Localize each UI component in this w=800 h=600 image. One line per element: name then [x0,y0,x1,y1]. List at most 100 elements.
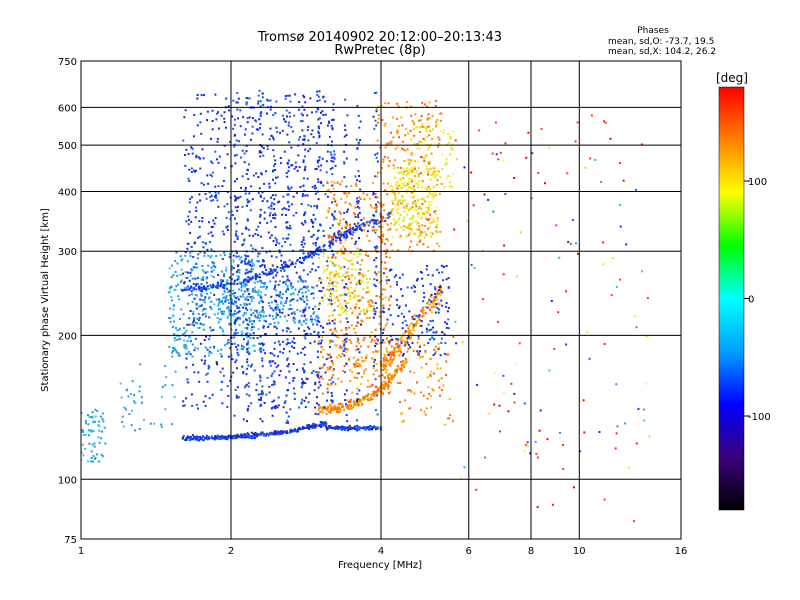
echo-point [270,295,273,298]
echo-point [199,121,202,124]
echo-point [379,386,382,389]
echo-point [402,206,405,209]
echo-point [333,199,336,201]
echo-point [296,293,299,296]
echo-point [294,266,296,268]
echo-point [283,401,286,404]
echo-point [343,161,346,164]
echo-point [273,287,276,290]
echo-point [327,357,330,360]
echo-point [350,237,353,240]
echo-point [340,405,343,408]
echo-point [248,320,251,323]
echo-point [331,331,334,334]
echo-point [309,342,312,345]
echo-point [275,431,278,434]
echo-point [288,188,291,191]
echo-point [171,264,173,267]
echo-point [141,401,143,404]
echo-point [428,329,431,332]
echo-point [372,218,375,221]
echo-point [365,317,368,319]
echo-point [323,405,326,408]
echo-point [195,210,198,212]
echo-point [312,233,315,236]
echo-point [191,434,194,437]
echo-point [354,307,357,310]
echo-point [217,111,219,114]
echo-point [251,319,254,322]
echo-point [233,296,236,299]
echo-point [340,235,343,238]
echo-point [265,285,268,288]
echo-point [246,295,249,298]
echo-point [407,227,410,230]
echo-point [356,200,358,203]
echo-point [195,435,198,438]
echo-point [396,146,399,149]
echo-point [334,344,337,347]
echo-point [437,348,440,350]
echo-point [256,337,259,340]
echo-point [409,152,412,155]
echo-point [97,424,100,427]
echo-point [495,153,498,156]
echo-point [358,307,361,309]
echo-point [304,221,307,224]
echo-point [427,185,430,188]
echo-point [301,427,304,430]
echo-point [393,196,396,199]
echo-point [316,94,319,96]
echo-point [314,244,317,247]
echo-point [355,283,358,286]
echo-point [648,435,651,438]
echo-point [356,316,359,319]
echo-point [246,288,249,291]
echo-point [425,407,428,410]
echo-point [390,140,393,143]
echo-point [227,339,230,342]
echo-point [635,326,638,329]
echo-point [439,284,442,287]
echo-point [275,327,278,330]
echo-point [305,295,308,298]
echo-point [188,439,191,442]
echo-point [232,254,235,257]
echo-point [218,435,220,438]
echo-point [354,242,357,245]
echo-point [548,369,551,372]
echo-point [236,435,239,438]
echo-point [306,378,309,381]
echo-point [320,410,322,413]
echo-point [441,271,444,274]
echo-point [374,369,377,372]
echo-point [285,343,288,346]
echo-point [391,189,394,192]
echo-point [233,240,236,243]
echo-point [193,436,195,438]
echo-point [221,381,224,384]
echo-point [288,431,291,434]
echo-point [228,310,231,313]
echo-point [349,428,352,430]
echo-point [388,351,390,354]
echo-point [401,354,404,357]
echo-point [186,381,189,384]
echo-point [198,380,201,383]
echo-point [327,319,330,322]
echo-point [258,118,261,121]
echo-point [349,295,351,298]
echo-point [235,328,238,331]
echo-point [195,288,198,291]
echo-point [336,411,338,413]
echo-point [411,217,414,220]
echo-point [536,506,539,509]
echo-point [330,125,333,127]
echo-point [476,383,479,386]
echo-point [286,227,289,230]
echo-point [331,184,334,187]
echo-point [332,253,335,256]
echo-point [382,272,385,275]
echo-point [312,213,315,216]
